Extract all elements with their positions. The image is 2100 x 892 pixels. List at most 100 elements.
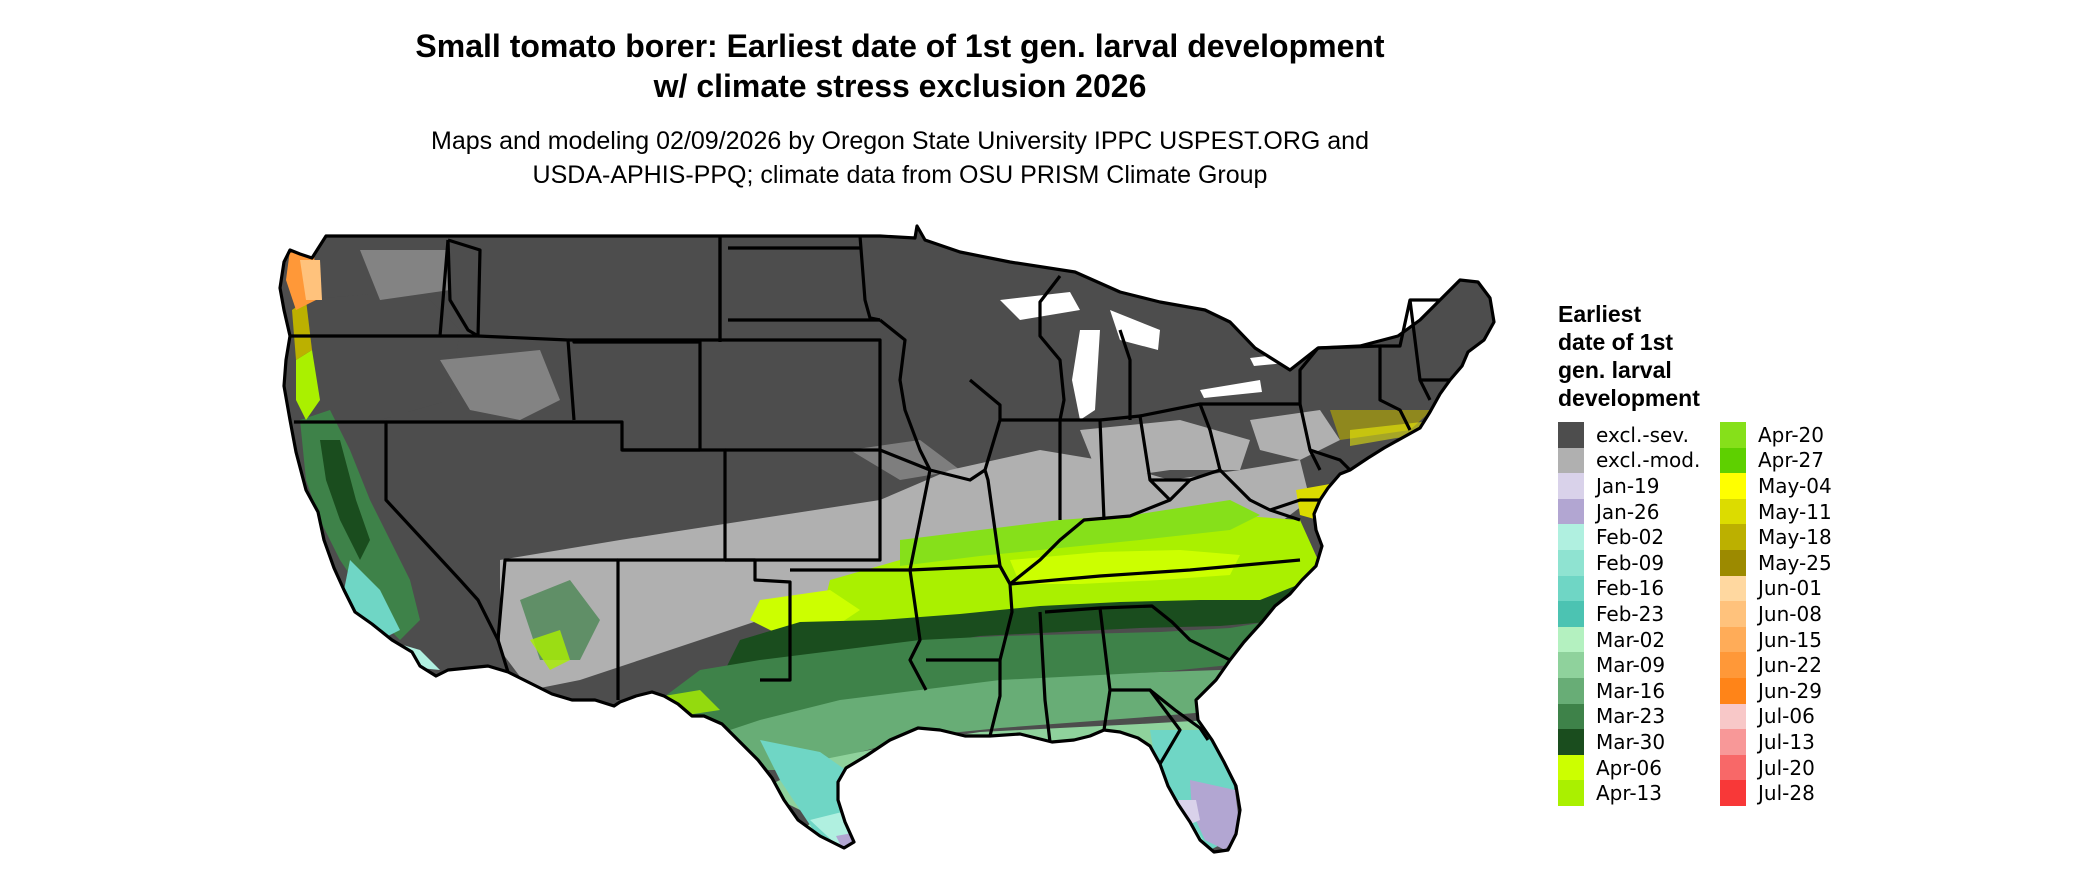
- legend-label: Jun-01: [1758, 576, 1822, 601]
- legend-item: Jun-01: [1720, 575, 1882, 602]
- legend-item: Jul-06: [1720, 703, 1882, 730]
- legend-label: Jun-08: [1758, 601, 1822, 626]
- legend-label: Apr-27: [1758, 448, 1824, 473]
- legend-item: Jun-29: [1720, 677, 1882, 704]
- legend-item: Jan-26: [1558, 498, 1720, 525]
- legend-swatch: [1720, 729, 1746, 755]
- map-title-line-2: w/ climate stress exclusion 2026: [653, 68, 1147, 104]
- legend-swatch: [1558, 703, 1584, 730]
- legend-swatch: [1720, 780, 1746, 806]
- map-legend: Earliest date of 1st gen. larval develop…: [1558, 300, 2078, 806]
- legend-swatch: [1720, 473, 1746, 499]
- legend-item: Jun-15: [1720, 626, 1882, 653]
- legend-label: Apr-20: [1758, 422, 1824, 447]
- legend-item: May-18: [1720, 524, 1882, 550]
- legend-item: May-11: [1720, 498, 1882, 525]
- legend-swatch: [1558, 626, 1584, 653]
- legend-title-line-2: date of 1st: [1558, 329, 1674, 355]
- legend-swatch: [1720, 575, 1746, 602]
- legend-swatch: [1720, 677, 1746, 704]
- legend-title-line-1: Earliest: [1558, 301, 1642, 327]
- legend-item: Mar-23: [1558, 703, 1720, 730]
- legend-item: Mar-09: [1558, 652, 1720, 678]
- legend-label: Jun-29: [1758, 678, 1822, 703]
- map-title-line-1: Small tomato borer: Earliest date of 1st…: [415, 28, 1385, 64]
- legend-item: excl.-mod.: [1558, 447, 1720, 474]
- legend-swatch: [1558, 473, 1584, 499]
- map-subtitle: Maps and modeling 02/09/2026 by Oregon S…: [300, 124, 1500, 192]
- legend-swatch: [1558, 524, 1584, 550]
- legend-swatch: [1558, 754, 1584, 781]
- map-subtitle-line-2: USDA-APHIS-PPQ; climate data from OSU PR…: [532, 161, 1268, 189]
- legend-swatch: [1558, 498, 1584, 525]
- legend-swatch: [1720, 652, 1746, 678]
- legend-label: Jun-22: [1758, 653, 1822, 678]
- legend-item: Jun-08: [1720, 601, 1882, 627]
- legend-swatch: [1720, 754, 1746, 781]
- legend-swatch: [1558, 575, 1584, 602]
- legend-label: May-11: [1758, 499, 1832, 524]
- legend-item: Jan-19: [1558, 473, 1720, 499]
- legend-item: Mar-16: [1558, 677, 1720, 704]
- legend-label: May-25: [1758, 550, 1832, 575]
- legend-label: Jul-28: [1758, 781, 1815, 806]
- legend-swatch: [1720, 498, 1746, 525]
- legend-label: Mar-30: [1596, 729, 1666, 754]
- legend-swatch: [1720, 549, 1746, 576]
- legend-label: Apr-13: [1596, 781, 1662, 806]
- legend-swatch: [1720, 524, 1746, 550]
- legend-item: Mar-30: [1558, 729, 1720, 755]
- map-title: Small tomato borer: Earliest date of 1st…: [300, 26, 1500, 106]
- legend-title-line-3: gen. larval: [1558, 357, 1672, 383]
- legend-item: May-25: [1720, 549, 1882, 576]
- legend-swatch: [1720, 626, 1746, 653]
- legend-swatch: [1558, 549, 1584, 576]
- legend-swatch: [1558, 601, 1584, 627]
- legend-swatch: [1558, 780, 1584, 806]
- map-subtitle-line-1: Maps and modeling 02/09/2026 by Oregon S…: [431, 127, 1369, 155]
- legend-item: Apr-27: [1720, 447, 1882, 474]
- legend-label: Jul-13: [1758, 729, 1815, 754]
- legend-label: Mar-23: [1596, 704, 1666, 729]
- legend-item: Feb-09: [1558, 549, 1720, 576]
- legend-label: May-04: [1758, 473, 1832, 498]
- legend-swatch: [1558, 652, 1584, 678]
- legend-item: Mar-02: [1558, 626, 1720, 653]
- legend-columns: excl.-sev. excl.-mod. Jan-19 Jan-26 Feb-02 Fe…: [1558, 422, 2078, 806]
- legend-label: excl.-sev.: [1596, 422, 1689, 447]
- legend-item: Feb-23: [1558, 601, 1720, 627]
- legend-label: Mar-16: [1596, 678, 1666, 703]
- legend-label: Jan-26: [1596, 499, 1660, 524]
- legend-column-2: Apr-20 Apr-27 May-04 May-11 May-18 May-25 Jun-…: [1720, 422, 1882, 806]
- legend-label: Feb-23: [1596, 601, 1665, 626]
- legend-item: Jul-13: [1720, 729, 1882, 755]
- legend-item: excl.-sev.: [1558, 422, 1720, 448]
- legend-label: Mar-02: [1596, 627, 1666, 652]
- legend-item: Apr-06: [1558, 754, 1720, 781]
- us-map: [278, 224, 1496, 854]
- legend-swatch: [1720, 703, 1746, 730]
- legend-item: May-04: [1720, 473, 1882, 499]
- legend-swatch: [1720, 422, 1746, 448]
- legend-label: Jul-20: [1758, 755, 1815, 780]
- legend-label: May-18: [1758, 525, 1832, 550]
- legend-item: Jul-20: [1720, 754, 1882, 781]
- legend-item: Feb-02: [1558, 524, 1720, 550]
- legend-label: Apr-06: [1596, 755, 1662, 780]
- legend-swatch: [1558, 729, 1584, 755]
- legend-item: Apr-20: [1720, 422, 1882, 448]
- legend-title: Earliest date of 1st gen. larval develop…: [1558, 300, 2078, 412]
- legend-swatch: [1558, 422, 1584, 448]
- legend-label: Feb-16: [1596, 576, 1665, 601]
- legend-label: Jun-15: [1758, 627, 1822, 652]
- legend-label: Feb-02: [1596, 525, 1665, 550]
- legend-item: Jul-28: [1720, 780, 1882, 806]
- legend-column-1: excl.-sev. excl.-mod. Jan-19 Jan-26 Feb-02 Fe…: [1558, 422, 1720, 806]
- legend-item: Apr-13: [1558, 780, 1720, 806]
- legend-label: excl.-mod.: [1596, 448, 1701, 473]
- legend-swatch: [1720, 447, 1746, 474]
- legend-swatch: [1558, 447, 1584, 474]
- legend-swatch: [1558, 677, 1584, 704]
- legend-label: Jan-19: [1596, 473, 1660, 498]
- legend-label: Feb-09: [1596, 550, 1665, 575]
